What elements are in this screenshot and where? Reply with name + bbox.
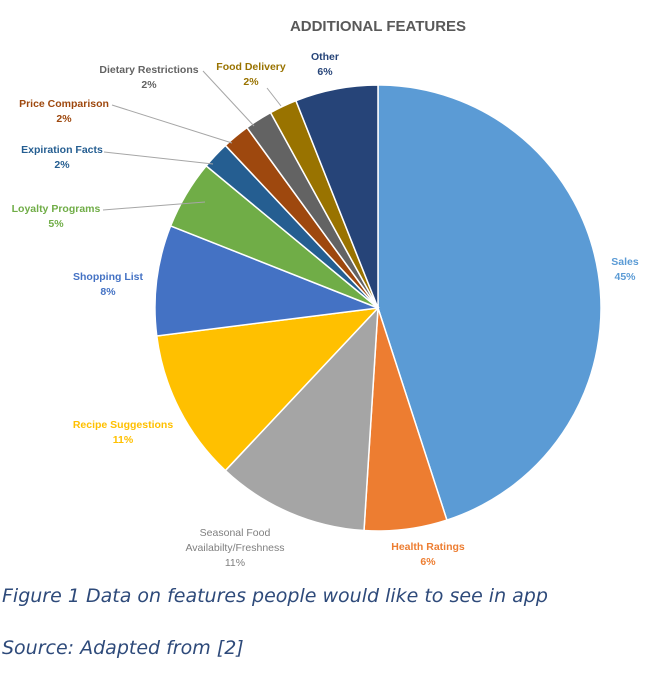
slice-label-loyalty-programs: Loyalty Programs 5% <box>12 203 101 230</box>
slice-percent-expiration-facts: 2% <box>54 159 70 171</box>
pie-slice-recipe-suggestions <box>155 306 380 472</box>
slice-label-sales: Sales 45% <box>611 256 639 283</box>
pie-slice-other <box>294 84 379 309</box>
slice-percent-other: 6% <box>317 66 333 78</box>
figure-caption: Figure 1 Data on features people would l… <box>2 585 548 607</box>
slice-label-health-ratings: Health Ratings 6% <box>391 541 465 568</box>
source-caption: Source: Adapted from [2] <box>2 637 244 659</box>
slice-label-expiration-facts: Expiration Facts 2% <box>21 144 103 171</box>
chart-title: ADDITIONAL FEATURES <box>290 18 466 35</box>
slice-label-shopping-list: Shopping List 8% <box>73 271 143 298</box>
slice-label-food-delivery: Food Delivery 2% <box>216 61 286 88</box>
leader-line-expiration-facts <box>103 151 214 165</box>
slice-percent-price-comparison: 2% <box>56 113 72 125</box>
slice-percent-shopping-list: 8% <box>100 286 116 298</box>
slice-percent-seasonal-food-availabilty-freshness: 11% <box>225 557 245 569</box>
slice-percent-recipe-suggestions: 11% <box>113 434 134 446</box>
leader-line-dietary-restrictions <box>202 70 255 127</box>
slice-label-other: Other 6% <box>311 51 339 78</box>
slice-percent-health-ratings: 6% <box>420 556 436 568</box>
leader-line-price-comparison <box>111 104 233 144</box>
slice-percent-dietary-restrictions: 2% <box>141 79 157 91</box>
leader-line-loyalty-programs <box>102 201 206 211</box>
slice-percent-food-delivery: 2% <box>243 76 259 88</box>
slice-percent-sales: 45% <box>614 271 636 283</box>
pie-chart: ADDITIONAL FEATURES Sales 45% Health Ratin… <box>12 18 639 569</box>
slice-label-recipe-suggestions: Recipe Suggestions 11% <box>73 419 174 446</box>
pie-slice-sales <box>377 84 602 522</box>
pie-slice-seasonal-food-availabilty-freshness <box>224 305 379 532</box>
slice-percent-loyalty-programs: 5% <box>48 218 64 230</box>
slice-label-price-comparison: Price Comparison 2% <box>19 98 109 125</box>
pie-slice-shopping-list <box>154 224 379 337</box>
leader-line-food-delivery <box>266 87 282 107</box>
slice-label-seasonal-food-availabilty-freshness: Seasonal Food Availabilty/Freshness 11% <box>185 527 284 569</box>
slice-label-dietary-restrictions: Dietary Restrictions 2% <box>99 64 198 91</box>
